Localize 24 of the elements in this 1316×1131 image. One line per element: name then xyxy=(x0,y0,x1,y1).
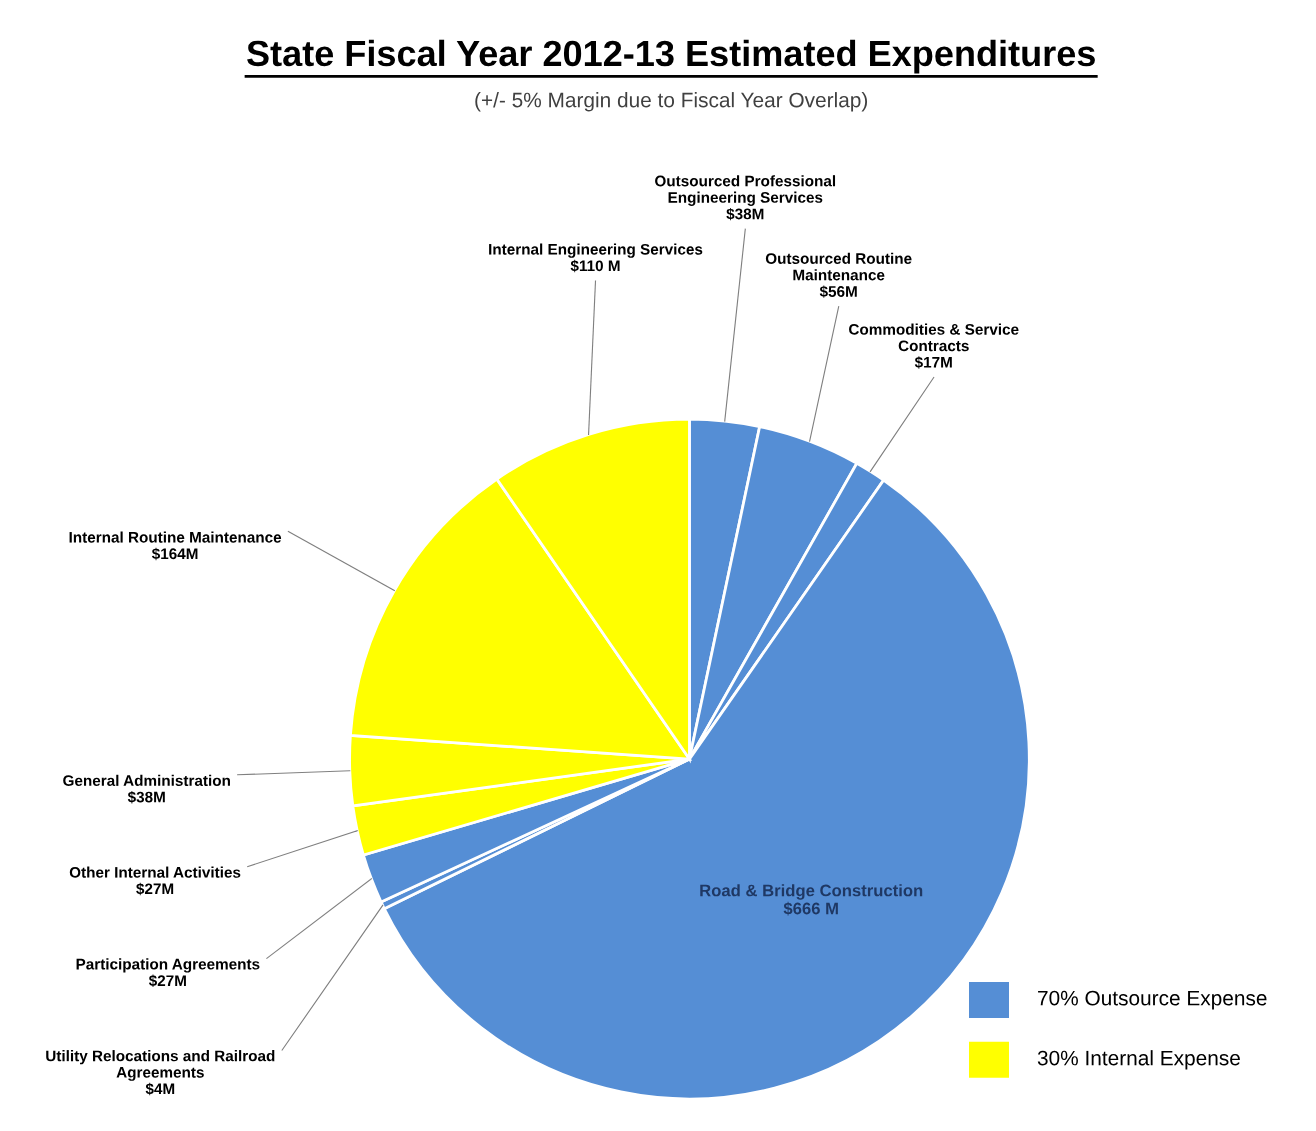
data-label: $164M xyxy=(151,547,198,561)
text: 30% Internal Expense xyxy=(1037,1050,1240,1070)
chart-subtitle: (+/- 5% Margin due to Fiscal Year Overlap) xyxy=(475,92,868,112)
slice-label: Internal Engineering Services xyxy=(489,243,703,258)
data-label: $17M xyxy=(914,356,952,369)
slice-label: Internal Routine Maintenance xyxy=(69,531,282,543)
slice-label: Outsourced Routine Maintenance xyxy=(765,252,912,281)
data-label: $27M xyxy=(148,974,186,988)
data-label: $38M xyxy=(127,790,165,804)
slice-label: Road & Bridge Construction xyxy=(700,884,923,900)
slice-label: Outsourced Professional Engineering Services xyxy=(655,175,836,206)
slice-label: General Administration xyxy=(63,774,230,787)
chart-title: State Fiscal Year 2012-13 Estimated Expenditures xyxy=(247,39,1095,74)
data-label: $666 M xyxy=(783,901,838,916)
data-label: $38M xyxy=(726,207,764,221)
data-label: $56M xyxy=(819,285,857,298)
slice-label: Utility Relocations and Railroad Agreements xyxy=(46,1050,275,1081)
data-label: $4M xyxy=(145,1082,175,1096)
slice-label: Other Internal Activities xyxy=(69,866,241,878)
data-label: $27M xyxy=(136,882,174,896)
slice-label: Commodities & Service Contracts xyxy=(849,323,1019,352)
text: 70% Outsource Expense xyxy=(1038,990,1267,1010)
slice-label: Participation Agreements xyxy=(76,958,260,973)
data-label: $110 M xyxy=(570,259,620,273)
